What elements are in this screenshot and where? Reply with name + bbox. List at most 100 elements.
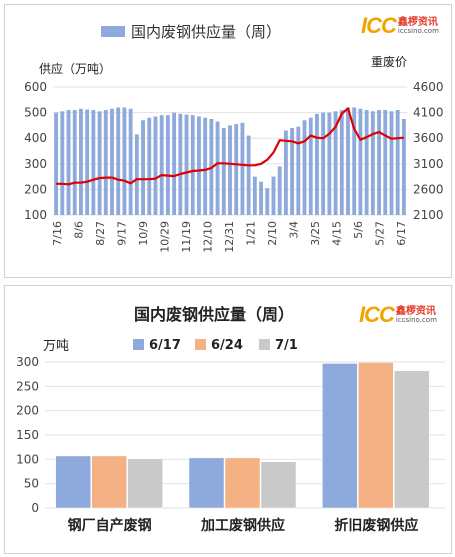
supply-bar (383, 110, 388, 215)
supply-bar (72, 110, 77, 215)
y-tick-label: 300 (16, 355, 39, 369)
bar-6/17 (55, 455, 91, 509)
icc-logo: ICC 鑫椤资讯 iccsino.com (359, 302, 437, 328)
supply-bar (234, 124, 239, 215)
legend-label: 国内废钢供应量（周） (131, 23, 281, 41)
right-axis-title: 重废价 (371, 54, 407, 69)
right-tick-label: 4600 (413, 80, 444, 94)
bar-6/17 (322, 363, 358, 509)
left-tick-label: 200 (24, 182, 47, 196)
supply-bar (116, 107, 121, 215)
supply-bar (197, 116, 201, 215)
supply-bar (395, 110, 400, 215)
x-tick-label: 11/19 (180, 221, 193, 253)
supply-bar (364, 110, 369, 215)
supply-bar (153, 116, 158, 215)
y-tick-label: 100 (16, 452, 39, 466)
supply-bar (122, 107, 127, 215)
supply-bar (283, 130, 288, 215)
bar-6/24 (224, 457, 261, 509)
logo-brand: ICC (361, 13, 397, 38)
x-tick-label: 8/27 (94, 221, 107, 246)
supply-bar (203, 117, 208, 215)
supply-bar (333, 111, 338, 215)
supply-bar (228, 125, 232, 215)
supply-bar (66, 110, 71, 215)
supply-bar (128, 108, 133, 215)
logo-cn-name: 鑫椤资讯 (395, 305, 436, 317)
x-tick-label: 3/25 (309, 221, 322, 246)
supply-bar (277, 166, 282, 215)
legend-label: 6/24 (211, 338, 243, 353)
supply-bar (91, 110, 96, 215)
supply-bar (377, 110, 381, 215)
legend-swatch (195, 339, 206, 350)
y-tick-label: 150 (16, 428, 39, 442)
y-tick-label: 0 (31, 501, 39, 515)
bar-6/24 (91, 455, 127, 509)
y-tick-label: 200 (16, 404, 39, 418)
category-label: 折旧废钢供应 (334, 517, 418, 534)
supply-bar (184, 114, 189, 215)
supply-bar (302, 120, 307, 215)
logo-brand: ICC (359, 302, 395, 327)
left-tick-label: 300 (24, 157, 47, 171)
x-tick-label: 12/31 (223, 221, 236, 253)
legend-label: 6/17 (149, 338, 181, 353)
x-tick-label: 5/27 (374, 221, 387, 246)
supply-bar (389, 111, 394, 215)
supply-bar (54, 112, 59, 215)
x-tick-label: 12/10 (202, 221, 215, 253)
supply-bar (103, 110, 108, 215)
supply-bar (221, 127, 226, 215)
bar-7/1 (127, 458, 163, 509)
supply-bar (327, 112, 332, 215)
supply-bar (159, 115, 164, 215)
right-tick-label: 3100 (413, 157, 444, 171)
supply-by-source-chart: 国内废钢供应量（周） 万吨 6/17 6/24 7/1 0 50 100 150 200 250 30… (16, 305, 445, 534)
unit-label: 万吨 (43, 339, 69, 354)
bar-6/17 (188, 457, 225, 509)
supply-bar (339, 110, 344, 215)
supply-bar (97, 111, 102, 215)
supply-bar (134, 134, 139, 215)
supply-bar (296, 126, 301, 215)
y-tick-label: 50 (24, 477, 39, 491)
supply-bar (321, 112, 326, 215)
supply-bar (190, 115, 195, 215)
x-tick-label: 9/17 (116, 221, 129, 246)
heavy-scrap-price-line (56, 107, 404, 186)
x-tick-label: 10/9 (137, 221, 150, 246)
supply-bar (401, 119, 406, 215)
left-tick-label: 400 (24, 131, 47, 145)
left-tick-label: 500 (24, 106, 47, 120)
supply-bar (352, 107, 357, 215)
logo-url: iccsino.com (397, 26, 439, 35)
legend-swatch (101, 26, 125, 37)
bar-6/24 (358, 362, 394, 509)
supply-bar (85, 109, 90, 215)
supply-bar (60, 111, 65, 215)
supply-bar (172, 112, 177, 215)
x-tick-label: 4/15 (331, 221, 344, 246)
supply-by-source-chart-panel: 国内废钢供应量（周） 万吨 6/17 6/24 7/1 0 50 100 150 200 250 30… (4, 285, 452, 554)
right-tick-label: 4100 (413, 106, 444, 120)
x-tick-label: 6/17 (395, 221, 408, 246)
x-tick-label: 3/4 (288, 221, 301, 239)
icc-logo: ICC 鑫椤资讯 iccsino.com (361, 13, 439, 39)
logo-cn-name: 鑫椤资讯 (397, 16, 438, 28)
bar-7/1 (260, 461, 297, 509)
supply-bar (290, 127, 295, 215)
legend-label: 7/1 (275, 338, 298, 353)
supply-bar (110, 108, 114, 215)
supply-bar (240, 122, 245, 215)
left-tick-label: 600 (24, 80, 47, 94)
supply-bar (370, 111, 375, 215)
supply-bar (165, 115, 170, 215)
right-tick-label: 3600 (413, 131, 444, 145)
supply-bar (271, 176, 276, 215)
supply-bar (346, 107, 350, 215)
x-tick-label: 5/6 (352, 221, 365, 239)
chart-title: 国内废钢供应量（周） (134, 305, 294, 324)
x-tick-label: 1/21 (245, 221, 258, 246)
